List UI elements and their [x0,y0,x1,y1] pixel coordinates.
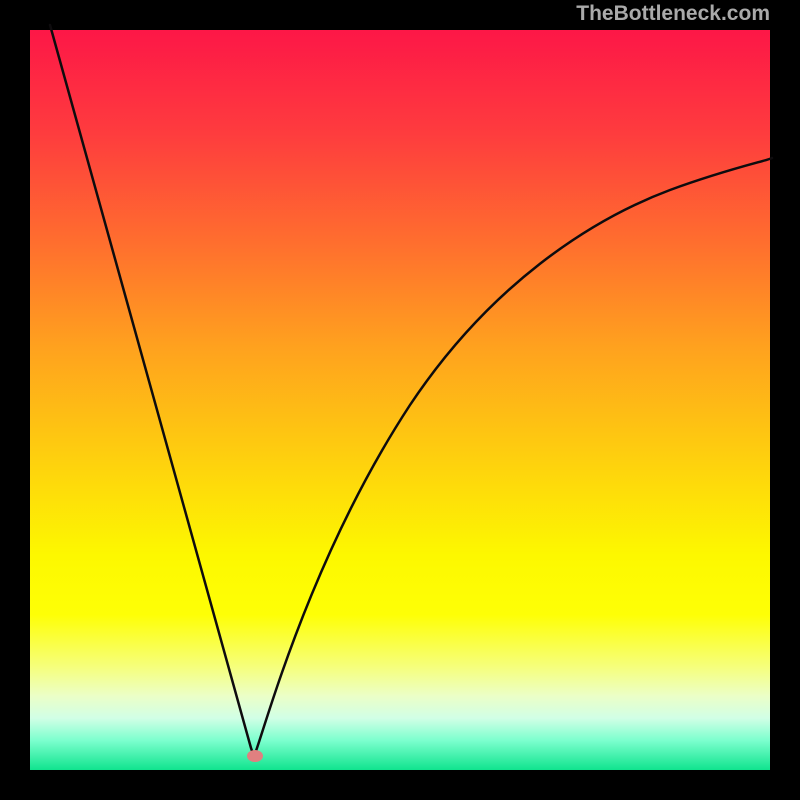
chart-plot-area [30,30,770,770]
minimum-marker [247,750,263,762]
chart-frame: TheBottleneck.com [0,0,800,800]
watermark-text: TheBottleneck.com [576,2,770,26]
bottleneck-curve [50,25,772,753]
curve-layer [30,30,770,770]
